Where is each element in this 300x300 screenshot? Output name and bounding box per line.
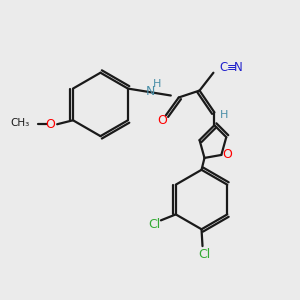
Text: C: C bbox=[219, 61, 228, 74]
Text: CH₃: CH₃ bbox=[10, 118, 29, 128]
Text: N: N bbox=[146, 85, 155, 98]
Text: N: N bbox=[234, 61, 243, 74]
Text: ≡: ≡ bbox=[226, 61, 236, 74]
Text: O: O bbox=[45, 118, 55, 131]
Text: O: O bbox=[222, 148, 232, 161]
Text: Cl: Cl bbox=[148, 218, 160, 231]
Text: H: H bbox=[153, 79, 161, 89]
Text: H: H bbox=[220, 110, 229, 120]
Text: Cl: Cl bbox=[198, 248, 211, 260]
Text: O: O bbox=[157, 114, 167, 127]
